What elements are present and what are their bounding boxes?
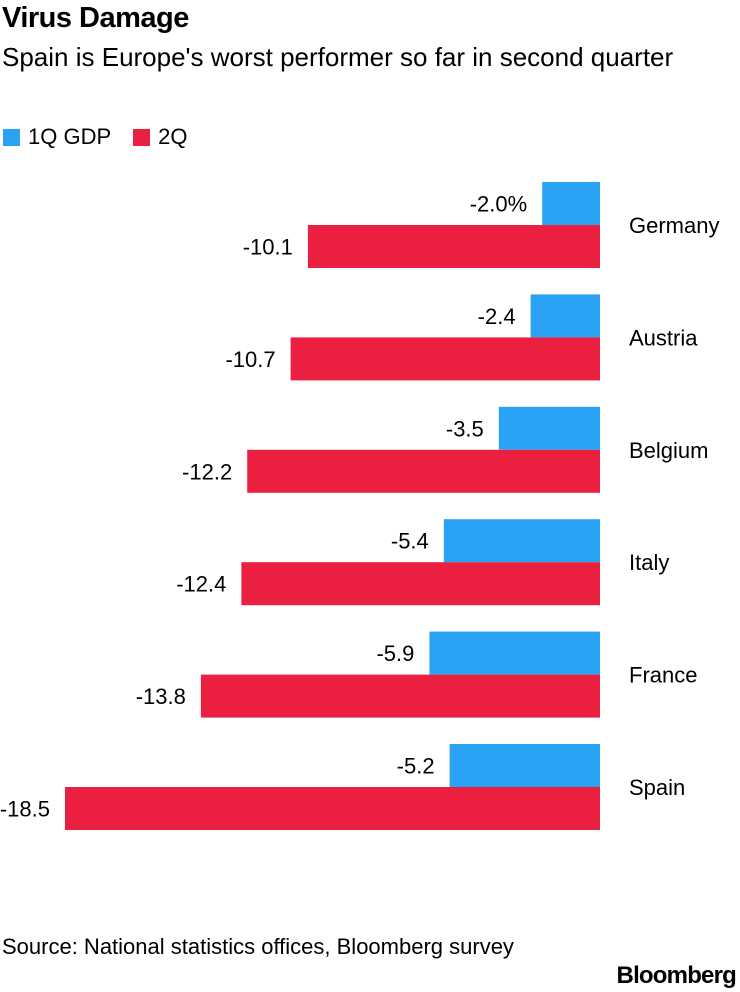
data-label-q2-austria: -10.7 [225,347,275,372]
data-label-q2-spain: -18.5 [0,797,50,822]
category-label-spain: Spain [629,775,685,800]
bar-q2-germany [307,225,600,268]
legend-label-q1: 1Q GDP [28,124,112,149]
category-label-austria: Austria [629,325,698,350]
legend-swatch-q1 [3,128,20,146]
bar-q2-france [200,674,600,718]
category-label-germany: Germany [629,213,719,238]
bar-q1-germany [542,182,600,225]
bar-q1-france [429,631,600,675]
category-label-belgium: Belgium [629,438,708,463]
bar-group-france: -5.9 -13.8 France [136,631,697,718]
bar-q2-austria [290,337,600,381]
bar-group-italy: -5.4 -12.4 Italy [176,519,669,606]
category-label-italy: Italy [629,550,669,575]
bar-group-germany: -2.0% -10.1 Germany [243,182,719,268]
data-label-q1-italy: -5.4 [391,529,429,554]
bar-q1-italy [443,519,600,563]
bar-group-spain: -5.2 -18.5 Spain [0,744,685,830]
legend-item-q1: 1Q GDP [3,124,111,150]
data-label-q2-germany: -10.1 [243,235,293,260]
bar-q2-italy [241,562,600,606]
bar-q2-belgium [247,449,600,493]
bloomberg-logo: Bloomberg [616,962,737,989]
legend: 1Q GDP 2Q [3,124,210,150]
bar-group-austria: -2.4 -10.7 Austria [225,294,698,381]
legend-swatch-q2 [133,128,151,146]
bar-q2-spain [65,787,600,830]
bar-q1-spain [449,744,600,787]
data-label-q2-belgium: -12.2 [182,459,232,484]
legend-label-q2: 2Q [158,124,188,149]
data-label-q2-france: -13.8 [136,684,186,709]
chart-title: Virus Damage [2,2,189,34]
bar-q1-austria [530,294,600,338]
category-label-france: France [629,663,697,688]
bar-group-belgium: -3.5 -12.2 Belgium [182,406,708,493]
data-label-q1-austria: -2.4 [478,304,516,329]
legend-item-q2: 2Q [133,124,188,150]
data-label-q2-italy: -12.4 [176,572,226,597]
data-label-q1-belgium: -3.5 [446,416,484,441]
data-label-q1-germany: -2.0% [470,192,527,217]
source-note: Source: National statistics offices, Blo… [2,934,514,959]
chart-subtitle: Spain is Europe's worst performer so far… [2,42,674,72]
data-label-q1-spain: -5.2 [397,754,435,779]
data-label-q1-france: -5.9 [376,641,414,666]
bar-q1-belgium [498,406,600,450]
